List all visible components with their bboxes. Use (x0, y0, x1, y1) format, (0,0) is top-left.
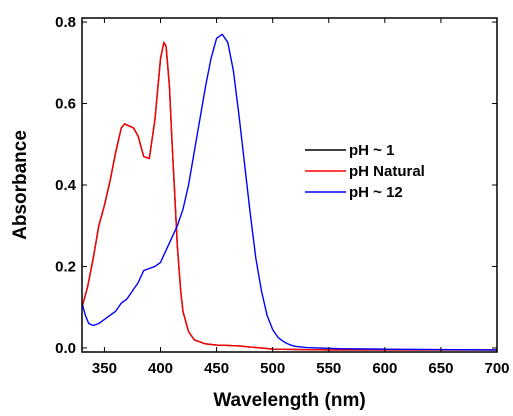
series-line-1 (82, 41, 497, 351)
x-axis-title: Wavelength (nm) (213, 390, 365, 411)
x-tick-label: 400 (148, 360, 173, 377)
y-tick-label: 0.8 (55, 14, 76, 31)
series-line-3 (82, 33, 497, 351)
legend-label-2: pH Natural (349, 163, 425, 180)
x-tick-label: 650 (428, 360, 453, 377)
x-tick-label: 550 (316, 360, 341, 377)
x-tick-label: 450 (204, 360, 229, 377)
legend: pH ~ 1 pH Natural pH ~ 12 (305, 142, 425, 201)
y-tick-label: 0.4 (55, 177, 77, 194)
series-line-2 (82, 41, 497, 351)
x-tick-label: 350 (92, 360, 117, 377)
x-tick-label: 600 (372, 360, 397, 377)
x-tick-label: 500 (260, 360, 285, 377)
y-axis-title: Absorbance (10, 130, 31, 240)
y-tick-label: 0.6 (55, 96, 76, 113)
series-layer (82, 33, 497, 351)
legend-label-3: pH ~ 12 (349, 184, 403, 201)
plot-frame (81, 17, 498, 353)
y-tick-label: 0.2 (55, 258, 76, 275)
x-tick-label: 700 (484, 360, 509, 377)
y-tick-label: 0.0 (55, 340, 76, 357)
ticks-layer: 350 400 450 500 550 600 650 700 0.0 0.2 0.4 0.6 0.8 (55, 14, 509, 377)
legend-label-1: pH ~ 1 (349, 142, 394, 159)
